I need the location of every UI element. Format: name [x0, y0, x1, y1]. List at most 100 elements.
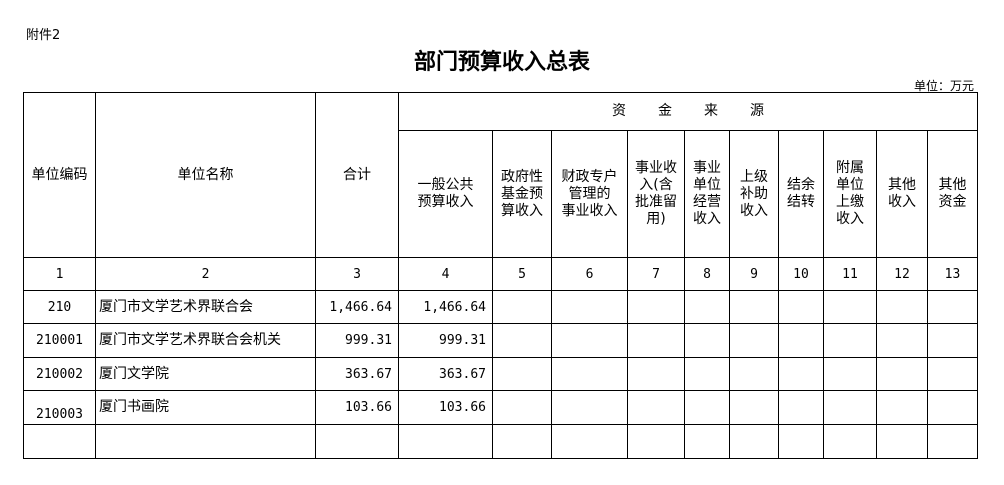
empty-cell	[684, 390, 730, 425]
column-number: 6	[551, 257, 628, 291]
empty-cell	[684, 290, 730, 324]
total-cell: 999.31	[315, 323, 399, 358]
empty-cell	[876, 390, 928, 425]
empty-cell	[927, 323, 978, 358]
total-cell	[315, 424, 399, 459]
general-budget-cell: 999.31	[398, 323, 493, 358]
empty-cell	[627, 424, 685, 459]
empty-cell	[778, 357, 824, 391]
general-budget-cell: 103.66	[398, 390, 493, 425]
unit-name: 厦门市文学艺术界联合会机关	[95, 323, 316, 358]
empty-cell	[492, 290, 552, 324]
unit-label: 单位：万元	[913, 79, 974, 93]
empty-cell	[927, 390, 978, 425]
unit-name: 厦门文学院	[95, 357, 316, 391]
empty-cell	[551, 323, 628, 358]
empty-cell	[823, 424, 877, 459]
column-number: 13	[927, 257, 978, 291]
table-row: 210 厦门市文学艺术界联合会 1,466.64 1,466.64	[23, 290, 978, 324]
header-total: 合计	[315, 92, 399, 258]
header-source-5: 事业 单位 经营 收入	[684, 130, 730, 258]
empty-cell	[627, 357, 685, 391]
header-source-7: 结余 结转	[778, 130, 824, 258]
unit-code: 210001	[23, 323, 96, 358]
empty-cell	[627, 323, 685, 358]
empty-cell	[551, 424, 628, 459]
empty-cell	[778, 323, 824, 358]
empty-cell	[876, 290, 928, 324]
empty-cell	[492, 357, 552, 391]
empty-cell	[927, 357, 978, 391]
empty-cell	[729, 390, 779, 425]
empty-cell	[684, 323, 730, 358]
empty-cell	[729, 323, 779, 358]
column-number-row: 1 2 3 4 5 6 7 8 9 10 11 12 13	[23, 257, 978, 291]
empty-cell	[927, 424, 978, 459]
empty-cell	[551, 357, 628, 391]
empty-cell	[492, 323, 552, 358]
attachment-label: 附件2	[26, 28, 61, 43]
empty-cell	[492, 424, 552, 459]
column-number: 7	[627, 257, 685, 291]
empty-cell	[778, 390, 824, 425]
header-name: 单位名称	[95, 92, 316, 258]
header-source-4: 事业收 入(含 批准留 用)	[627, 130, 685, 258]
column-number: 5	[492, 257, 552, 291]
empty-cell	[876, 424, 928, 459]
column-number: 10	[778, 257, 824, 291]
empty-cell	[876, 323, 928, 358]
total-cell: 1,466.64	[315, 290, 399, 324]
column-number: 2	[95, 257, 316, 291]
header-source-1: 一般公共 预算收入	[398, 130, 493, 258]
total-cell: 103.66	[315, 390, 399, 425]
column-number: 11	[823, 257, 877, 291]
column-number: 12	[876, 257, 928, 291]
table-row: 210002 厦门文学院 363.67 363.67	[23, 357, 978, 391]
empty-cell	[823, 390, 877, 425]
empty-cell	[876, 357, 928, 391]
header-source-2: 政府性 基金预 算收入	[492, 130, 552, 258]
general-budget-cell: 363.67	[398, 357, 493, 391]
unit-name	[95, 424, 316, 459]
header-fund-source: 资金来源	[398, 92, 978, 131]
empty-cell	[627, 390, 685, 425]
unit-code: 210	[23, 290, 96, 324]
unit-code: 210002	[23, 357, 96, 391]
empty-cell	[729, 357, 779, 391]
empty-cell	[551, 290, 628, 324]
table-row	[23, 424, 978, 459]
general-budget-cell: 1,466.64	[398, 290, 493, 324]
page-title: 部门预算收入总表	[413, 50, 590, 75]
header-source-8: 附属 单位 上缴 收入	[823, 130, 877, 258]
column-number: 8	[684, 257, 730, 291]
empty-cell	[823, 290, 877, 324]
unit-code: 210003	[23, 390, 96, 425]
total-cell: 363.67	[315, 357, 399, 391]
empty-cell	[729, 290, 779, 324]
column-number: 1	[23, 257, 96, 291]
general-budget-cell	[398, 424, 493, 459]
empty-cell	[778, 424, 824, 459]
table-row: 210003 厦门书画院 103.66 103.66	[23, 390, 978, 425]
column-number: 9	[729, 257, 779, 291]
column-number: 4	[398, 257, 493, 291]
empty-cell	[492, 390, 552, 425]
empty-cell	[823, 357, 877, 391]
empty-cell	[778, 290, 824, 324]
header-source-3: 财政专户 管理的 事业收入	[551, 130, 628, 258]
empty-cell	[627, 290, 685, 324]
empty-cell	[684, 424, 730, 459]
header-source-6: 上级 补助 收入	[729, 130, 779, 258]
header-code: 单位编码	[23, 92, 96, 258]
table-row: 210001 厦门市文学艺术界联合会机关 999.31 999.31	[23, 323, 978, 358]
empty-cell	[823, 323, 877, 358]
empty-cell	[684, 357, 730, 391]
empty-cell	[551, 390, 628, 425]
column-number: 3	[315, 257, 399, 291]
header-source-10: 其他 资金	[927, 130, 978, 258]
budget-income-table: 单位编码 单位名称 合计 资金来源 一般公共 预算收入 政府性 基金预 算收入 财政…	[23, 92, 978, 459]
empty-cell	[729, 424, 779, 459]
header-source-9: 其他 收入	[876, 130, 928, 258]
unit-name: 厦门书画院	[95, 390, 316, 425]
header-row-2: 一般公共 预算收入 政府性 基金预 算收入 财政专户 管理的 事业收入 事业收 入(含…	[24, 130, 978, 258]
